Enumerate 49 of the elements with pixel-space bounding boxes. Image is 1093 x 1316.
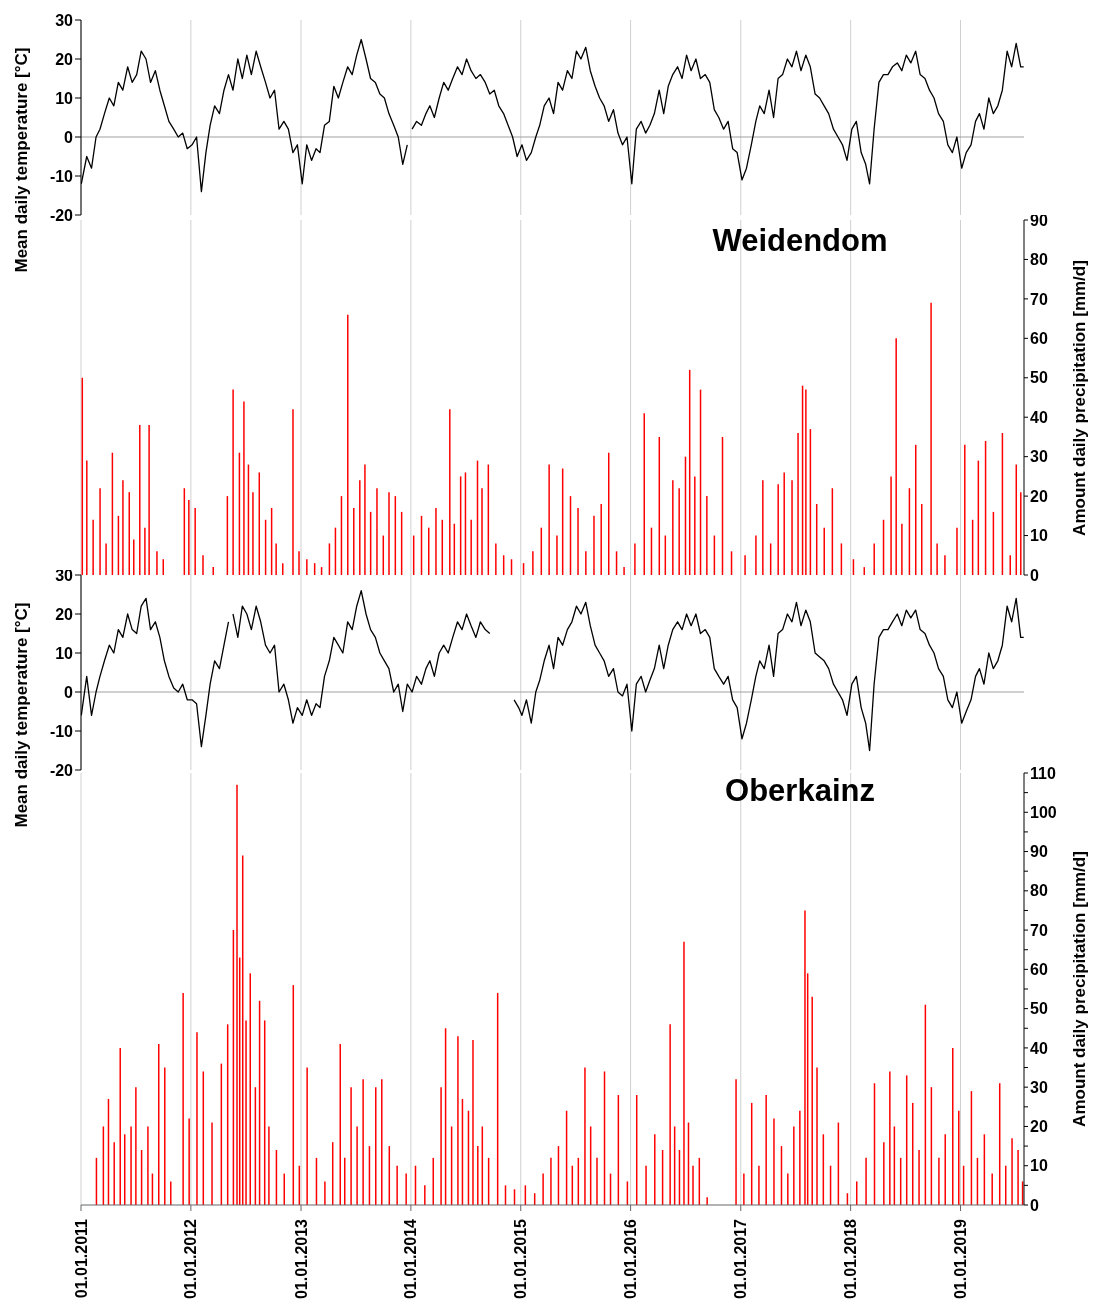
x-tick-label: 01.01.2011 — [72, 1218, 90, 1299]
y2-tick-label: 20 — [1030, 1118, 1048, 1136]
y2-tick-label: 0 — [1030, 566, 1039, 584]
x-tick-label: 01.01.2012 — [182, 1218, 200, 1300]
x-tick-label: 01.01.2017 — [732, 1218, 750, 1300]
chart-title: Weidendom — [711, 223, 889, 259]
y-tick-label: -10 — [49, 167, 74, 185]
y2-tick-label: 10 — [1030, 1157, 1048, 1175]
x-tick-label: 01.01.2014 — [402, 1218, 420, 1300]
y-tick-label: 30 — [55, 11, 74, 29]
y2-tick-label: 90 — [1030, 843, 1048, 861]
x-tick-label: 01.01.2015 — [512, 1218, 530, 1300]
y-tick-label: -20 — [49, 761, 74, 779]
y2-tick-label: 50 — [1030, 1000, 1048, 1018]
y2-tick-label: 10 — [1030, 527, 1048, 545]
y2-tick-label: 30 — [1030, 1078, 1048, 1096]
y-tick-label: 10 — [55, 644, 74, 662]
y2-tick-label: 100 — [1030, 803, 1057, 821]
x-tick-label: 01.01.2016 — [622, 1218, 640, 1300]
y2-tick-label: 110 — [1030, 764, 1056, 782]
y-axis-title: Mean daily temperature [°C] — [12, 602, 32, 828]
chart-title: Oberkainz — [724, 773, 876, 809]
y2-axis-title: Amount daily precipitation [mm/d] — [1070, 851, 1090, 1127]
y2-tick-label: 30 — [1030, 448, 1048, 466]
y-tick-label: 20 — [55, 50, 74, 68]
y2-tick-label: 70 — [1030, 290, 1048, 308]
y2-tick-label: 20 — [1030, 487, 1048, 505]
y-tick-label: -20 — [49, 206, 74, 224]
y2-tick-label: 70 — [1030, 921, 1048, 939]
y2-tick-label: 50 — [1030, 369, 1048, 387]
y-axis-title: Mean daily temperature [°C] — [12, 47, 32, 273]
x-tick-label: 01.01.2013 — [292, 1218, 310, 1300]
y2-tick-label: 40 — [1030, 1039, 1048, 1057]
y2-axis-title: Amount daily precipitation [mm/d] — [1070, 259, 1090, 536]
x-tick-label: 01.01.2018 — [842, 1218, 860, 1300]
y2-tick-label: 60 — [1030, 961, 1048, 979]
y2-tick-label: 80 — [1030, 882, 1048, 900]
y2-tick-label: 80 — [1030, 251, 1048, 269]
y-tick-label: 30 — [55, 566, 74, 584]
y2-tick-label: 40 — [1030, 408, 1048, 426]
y-tick-label: 20 — [55, 605, 74, 623]
y2-tick-label: 0 — [1030, 1196, 1039, 1214]
y2-tick-label: 60 — [1030, 330, 1048, 348]
y-tick-label: 0 — [64, 683, 74, 701]
x-tick-label: 01.01.2019 — [951, 1218, 969, 1300]
y2-tick-label: 90 — [1030, 211, 1048, 229]
y-tick-label: -10 — [49, 722, 74, 740]
y-tick-label: 0 — [64, 128, 74, 146]
y-tick-label: 10 — [55, 89, 74, 107]
